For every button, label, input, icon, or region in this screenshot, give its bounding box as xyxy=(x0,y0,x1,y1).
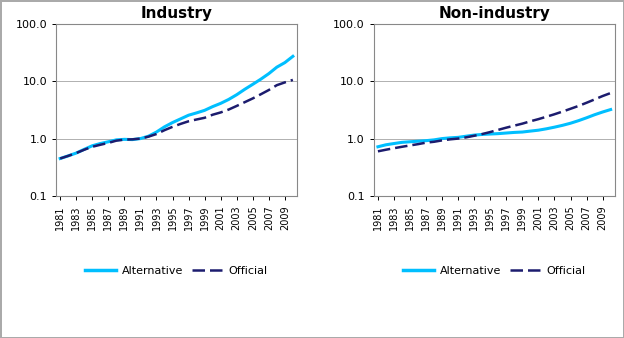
Title: Industry: Industry xyxy=(140,6,213,21)
Legend: Alternative, Official: Alternative, Official xyxy=(399,261,590,280)
Legend: Alternative, Official: Alternative, Official xyxy=(80,261,272,280)
Title: Non-industry: Non-industry xyxy=(438,6,550,21)
